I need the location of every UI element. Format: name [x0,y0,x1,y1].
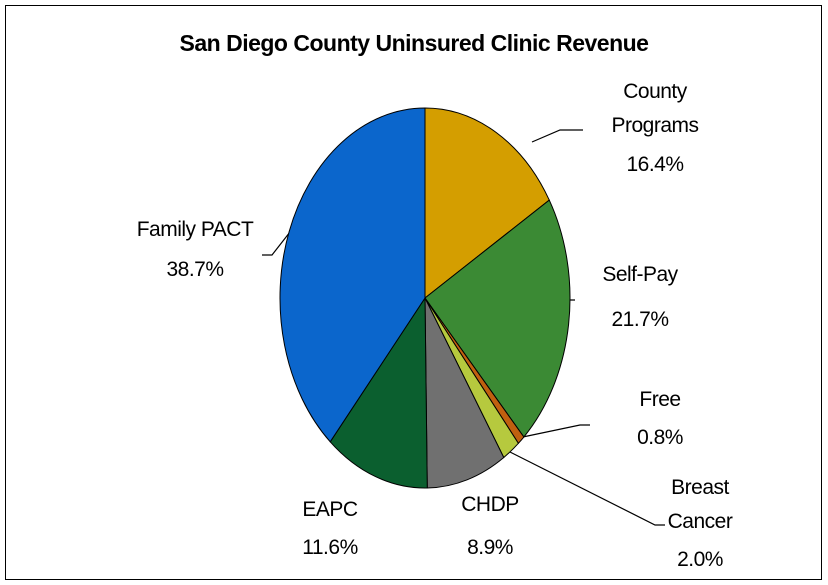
pie-slice [424,297,505,489]
value-label: 38.7% [166,258,224,281]
value-label: 16.4% [626,153,684,176]
chart-frame [5,5,822,580]
value-label: 0.8% [637,426,683,449]
value-label: 11.6% [302,536,358,559]
pie-slice [424,107,550,300]
category-label: Free [639,388,681,411]
category-label: Family PACT [136,218,254,241]
chart-title: San Diego County Uninsured Clinic Revenu… [179,30,649,56]
value-label: 8.9% [467,536,513,559]
pie-slice [329,296,428,489]
pie-slice [279,107,426,443]
pie-slice [424,199,571,438]
leader-line [509,451,665,526]
category-label: County Programs [611,80,699,137]
category-label: EAPC [302,498,358,521]
leader-line [517,424,590,439]
leader-line [531,129,583,143]
value-label: 2.0% [677,548,723,571]
category-label: Self-Pay [602,263,678,286]
leader-line [262,231,291,256]
leader-lines [262,129,665,526]
category-label: Breast Cancer [667,476,733,533]
value-label: 21.7% [611,308,669,331]
category-label: CHDP [461,493,519,516]
